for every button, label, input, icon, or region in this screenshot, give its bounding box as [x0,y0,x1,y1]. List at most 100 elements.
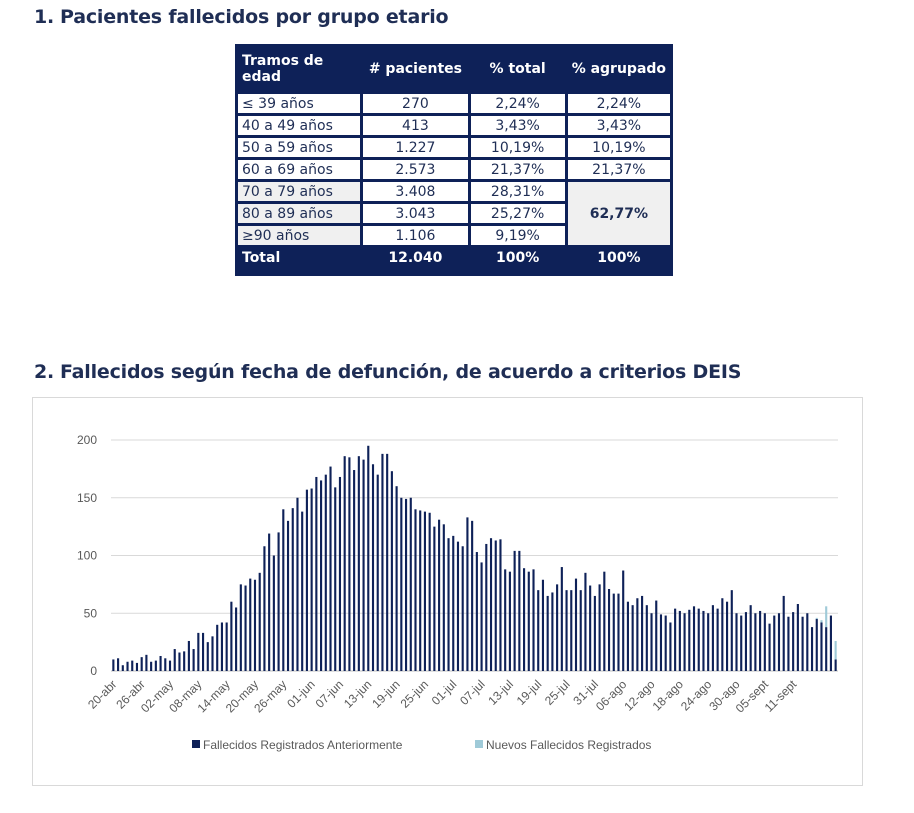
bar-previous [551,592,554,671]
bar-previous [305,489,308,671]
header-percent-total: % total [489,61,546,77]
bar-previous [674,608,677,671]
section-1-number: 1. [34,6,55,28]
bar-previous [211,636,214,671]
bar-previous [636,598,639,671]
section-1-title-text: Pacientes fallecidos por grupo etario [60,6,449,28]
bar-previous [315,476,318,671]
bar-previous [277,532,280,671]
bar-previous [683,613,686,671]
bar-previous [697,608,700,671]
total-percent-cell: 100% [470,248,565,267]
bar-previous [645,605,648,671]
bar-previous [678,610,681,671]
bar-previous [593,595,596,671]
x-tick-label: 25-jul [542,677,573,708]
table-row: 50 a 59 años 1.227 10,19% 10,19% [238,138,670,157]
bar-previous [499,539,502,671]
bar-previous [286,520,290,671]
table-row: ≤ 39 años 270 2,24% 2,24% [238,94,670,113]
total-grouped-cell: 100% [567,248,670,267]
bar-previous [759,610,762,671]
bar-previous [749,605,752,671]
bar-previous [810,627,814,671]
bar-previous [419,510,422,671]
x-tick-label: 13-jun [341,677,374,710]
total-label-cell: Total [238,248,361,267]
bar-previous [532,569,535,671]
table-row: 60 a 69 años 2.573 21,37% 21,37% [238,160,670,179]
bar-previous [664,615,667,671]
bar-previous [716,608,719,671]
deaths-by-date-chart: 0 50 100 150 200 20-abr 26-abr 02-may 08-may 14-m… [32,397,863,786]
bar-previous [740,615,743,671]
bar-previous [475,552,478,671]
bar-previous [513,550,516,671]
bar-previous [386,453,389,671]
table-row: 70 a 79 años 3.408 28,31% 62,77% [238,182,670,245]
bar-previous [508,571,511,671]
bar-previous [617,593,620,671]
age-range-cell: 50 a 59 años [238,138,361,157]
bar-previous [428,512,431,671]
bar-previous [414,509,417,671]
x-tick-label: 19-jun [369,677,402,710]
bar-previous [395,486,398,671]
x-tick-label: 12-ago [621,677,658,714]
bar-previous [579,590,582,671]
y-tick-label: 150 [77,491,97,505]
bar-previous [404,498,408,671]
bar-previous [711,605,714,671]
bar-previous [494,540,497,671]
bar-previous [763,613,766,671]
bar-previous [730,590,733,671]
bar-previous [197,632,200,671]
bar-previous [466,517,469,671]
percent-total-cell: 25,27% [470,204,565,223]
percent-grouped-cell: 21,37% [567,160,670,179]
percent-total-cell: 10,19% [470,138,565,157]
bar-previous [206,642,209,671]
bar-previous [192,649,195,671]
patients-cell: 3.408 [363,182,468,201]
bar-previous [235,607,238,671]
bar-previous [485,543,488,671]
bar-previous [626,601,629,671]
bar-previous [329,466,332,671]
x-tick-label: 18-ago [650,677,687,714]
percent-grouped-cell: 10,19% [567,138,670,157]
bar-previous [754,613,757,671]
bar-previous [527,571,530,671]
age-range-cell: ≥90 años [238,226,361,245]
bar-previous [622,570,625,671]
bar-previous [669,622,672,671]
bar-previous [268,533,271,671]
bar-previous [140,657,143,671]
bar-previous [117,658,120,671]
bar-previous [612,593,615,671]
bar-previous [145,654,148,671]
bar-previous [825,627,828,671]
bar-previous [338,476,342,671]
patients-cell: 413 [363,116,468,135]
x-tick-label: 06-ago [593,677,630,714]
bar-previous [721,598,724,671]
table-total-row: Total 12.040 100% 100% [238,248,670,267]
bar-previous [801,616,804,671]
bar-previous [584,572,587,671]
bar-previous [371,464,375,671]
bar-previous [423,511,426,671]
age-range-cell: 80 a 89 años [238,204,361,223]
bar-previous [438,519,441,671]
bar-previous [574,578,578,671]
bar-previous [650,613,653,671]
bar-previous [334,487,337,671]
bar-new [825,606,828,628]
bar-previous [121,665,124,671]
bar-previous [641,595,644,671]
x-tick-label: 13-jul [485,677,516,708]
bar-previous [258,572,261,671]
patients-cell: 1.106 [363,226,468,245]
bar-previous [357,456,360,671]
bar-previous [461,546,464,671]
